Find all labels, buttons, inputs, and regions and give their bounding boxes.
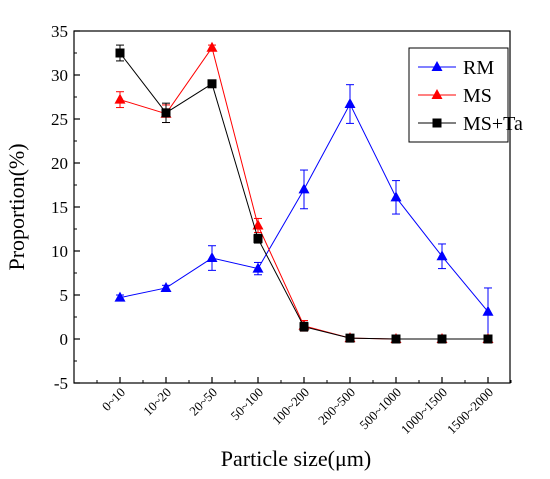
series-ms-ta: [115, 44, 493, 344]
legend-label: RM: [463, 57, 494, 79]
data-point: [253, 234, 263, 244]
data-point: [299, 322, 309, 332]
y-tick-label: -5: [54, 374, 68, 393]
data-point: [482, 305, 494, 316]
data-point: [115, 48, 125, 58]
y-tick-label: 15: [51, 198, 68, 217]
x-tick-label: 20~50: [186, 385, 220, 419]
legend-marker: [432, 118, 442, 128]
y-tick-label: 35: [51, 22, 68, 41]
data-point: [206, 252, 218, 263]
y-tick-label: 20: [51, 154, 68, 173]
data-point: [160, 281, 172, 292]
legend-box: [408, 47, 509, 143]
x-axis-title: Particle size(μm): [221, 446, 371, 471]
legend-marker: [431, 89, 443, 99]
data-point: [252, 219, 264, 230]
y-tick-label: 0: [60, 330, 69, 349]
data-point: [344, 98, 356, 109]
y-axis-title: Proportion(%): [4, 143, 29, 270]
data-point: [114, 291, 126, 302]
legend-item: MS: [418, 85, 492, 107]
data-point: [436, 250, 448, 261]
x-tick-label: 1500~2000: [444, 385, 496, 437]
x-axis: 0~10 10~20 20~50 50~100 100~200 200~500500~10…: [96, 377, 512, 437]
y-tick-label: 25: [51, 110, 68, 129]
data-point: [161, 108, 171, 118]
x-tick-label: 200~500: [315, 385, 358, 428]
legend-marker: [431, 61, 443, 71]
data-point: [483, 334, 493, 344]
data-point: [207, 79, 217, 89]
x-tick-label: 100~200: [269, 385, 312, 428]
legend-item: RM: [418, 57, 494, 79]
y-axis: -5 0 5 10 15 20 25 30 35: [51, 22, 80, 393]
y-tick-label: 10: [51, 242, 68, 261]
data-point: [391, 334, 401, 344]
y-tick-label: 30: [51, 66, 68, 85]
data-point: [298, 183, 310, 194]
data-point: [390, 191, 402, 202]
x-tick-label: 50~100: [228, 385, 267, 424]
series-layer: [114, 41, 494, 344]
series-rm: [114, 84, 494, 336]
y-tick-label: 5: [60, 286, 69, 305]
legend-item: MS+Ta: [418, 113, 523, 135]
data-point: [206, 41, 218, 52]
legend-label: MS: [463, 85, 492, 107]
data-point: [345, 333, 355, 343]
data-point: [437, 334, 447, 344]
x-tick-label: 0~10: [99, 385, 128, 414]
legend: RM MS MS+Ta: [408, 47, 523, 143]
x-tick-label: 500~1000: [356, 385, 404, 433]
data-point: [252, 262, 264, 273]
x-tick-label: 10~20: [140, 385, 174, 419]
x-tick-label: 1000~1500: [398, 385, 450, 437]
legend-label: MS+Ta: [463, 113, 523, 135]
data-point: [114, 93, 126, 104]
